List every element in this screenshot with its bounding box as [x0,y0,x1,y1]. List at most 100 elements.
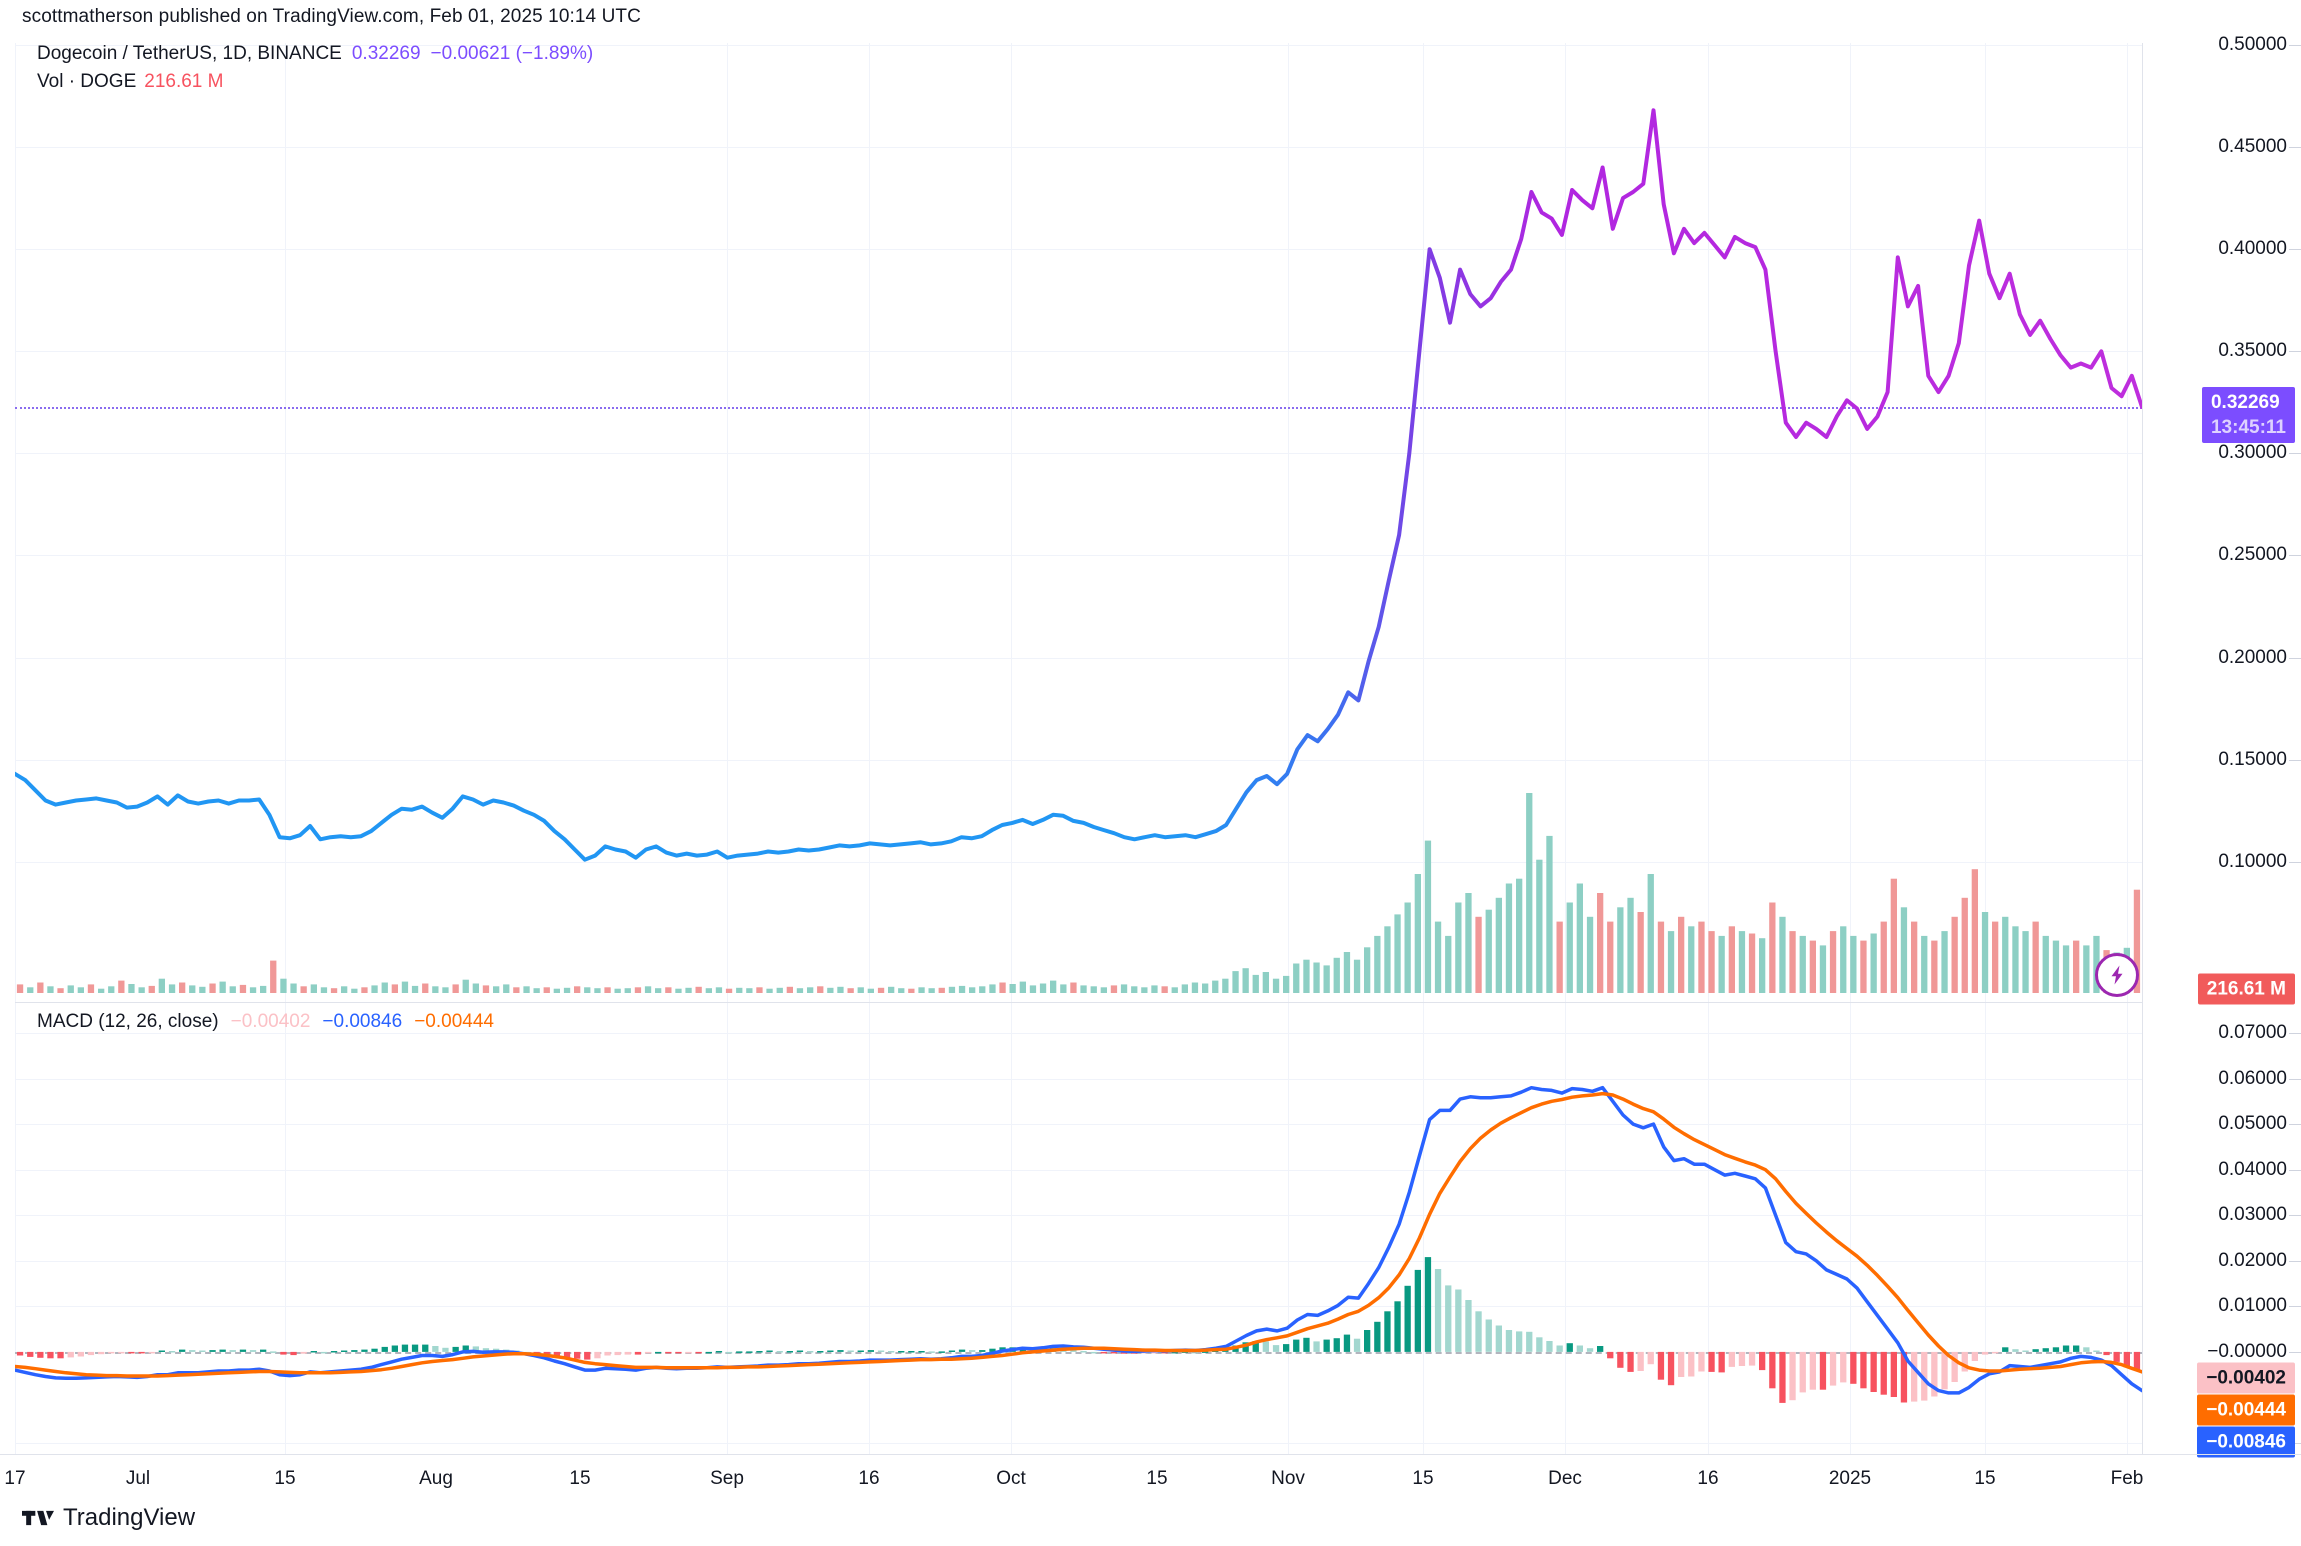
macd-histogram-bar [877,1350,885,1352]
macd-histogram-bar [1647,1351,1654,1365]
volume-bar [1485,909,1492,993]
macd-histogram-bar [1283,1344,1290,1352]
volume-bar [624,988,631,993]
volume-bar [108,986,115,993]
volume-bar [563,987,571,993]
volume-bar [290,983,297,993]
macd-histogram-bar [766,1350,773,1352]
volume-bar [969,987,976,993]
price-gridline-3 [15,351,2142,353]
price-axis-label-8: 0.10000 [2218,850,2287,872]
chart-plot-area[interactable]: Dogecoin / TetherUS, 1D, BINANCE 0.32269−… [15,43,2142,1454]
volume-bar [1546,835,1553,993]
volume-bar [1141,987,1148,993]
macd-histogram-bar [1911,1351,1918,1402]
time-axis-label-7: Oct [996,1468,1026,1489]
volume-bar [1424,840,1432,993]
volume-bar [442,987,449,993]
macd-histogram-bar [1434,1269,1442,1352]
volume-bar [1445,935,1452,993]
macd-histogram-bar [1100,1351,1107,1354]
macd-histogram-bar [1505,1330,1513,1352]
volume-bar [2062,945,2070,993]
volume-bar [1009,984,1016,993]
macd-histogram-bar [2032,1349,2039,1352]
price-badge-value: 0.32269 [2210,392,2280,414]
price-gridline-0 [15,45,2142,46]
chart-series-canvas [15,108,2142,1403]
volume-bar [1698,921,1705,993]
volume-bar [1708,931,1715,993]
volume-bar [665,987,672,993]
macd-histogram-bar [2062,1345,2070,1352]
vertical-gridline-3 [869,43,870,1454]
macd-histogram-bar [1333,1338,1340,1352]
macd-histogram-bar [452,1346,459,1352]
volume-bar [1100,987,1107,993]
macd-histogram-bar [776,1351,783,1353]
time-axis[interactable]: 17 Jul 15 Aug 15 Sep 16 Oct 15 Nov 15 Dec 16 2025 15 Fe… [0,1454,2301,1497]
volume-bar [422,983,429,993]
macd-gridline-5 [15,1260,2142,1262]
macd-histogram-bar [1698,1351,1705,1372]
macd-histogram-bar [179,1349,186,1352]
macd-histogram-bar [341,1350,348,1352]
macd-histogram-bar [1090,1351,1097,1354]
macd-histogram-bar [918,1351,925,1353]
volume-bar [1961,897,1968,993]
price-badge-countdown: 13:45:11 [2210,417,2286,439]
volume-bar [1536,859,1543,993]
macd-histogram-bar [148,1351,155,1354]
macd-histogram-bar [1202,1351,1209,1353]
time-axis-label-0: 17 [4,1468,26,1489]
volume-bar [2002,916,2009,993]
volume-bar [786,986,793,993]
volume-bar [1455,902,1462,993]
tradingview-logo-icon [22,1510,54,1526]
volume-bar [1272,978,1280,993]
macd-histogram-bar [1921,1351,1928,1401]
volume-bar [1890,878,1897,993]
volume-bar [179,982,186,993]
volume-bar [411,985,419,993]
macd-axis-label-2: 0.05000 [2218,1113,2287,1135]
macd-histogram-bar [888,1351,895,1353]
time-axis-label-13: 2025 [1828,1468,1872,1489]
macd-histogram-bar [705,1351,712,1354]
volume-bar [958,985,966,993]
volume-bar [1475,916,1482,993]
macd-histogram-bar [1678,1351,1685,1377]
volume-bar [472,983,479,993]
legend-macd[interactable]: MACD (12, 26, close) −0.00402 −0.00846 −0.0… [37,1009,494,1035]
volume-bar [1921,935,1928,993]
axis-tick [2289,555,2301,557]
volume-bar [1769,902,1776,993]
tradingview-brand[interactable]: TradingView [22,1504,195,1532]
volume-bar [1678,916,1685,993]
legend-main[interactable]: Dogecoin / TetherUS, 1D, BINANCE 0.32269−… [37,41,593,67]
time-axis-label-5: Sep [710,1468,744,1489]
time-axis-label-6: 16 [858,1468,880,1489]
macd-histogram-bar [47,1351,54,1359]
volume-bar [1414,874,1421,993]
macd-histogram-bar [938,1351,945,1353]
volume-bar [168,984,176,993]
macd-histogram-bar [1566,1343,1573,1352]
macd-histogram-bar [857,1350,864,1352]
macd-gridline-0 [15,1033,2142,1034]
price-axis-label-0: 0.50000 [2218,34,2287,55]
legend-volume[interactable]: Vol · DOGE 216.61 M [37,69,223,95]
volume-bar [310,984,317,993]
lightning-bolt-icon[interactable] [2095,953,2139,997]
macd-histogram-bar [1343,1334,1351,1352]
macd-histogram-bar [1191,1351,1199,1354]
volume-bar [1161,986,1168,993]
volume-bar [1029,985,1037,993]
axis-tick [2289,1033,2301,1034]
macd-histogram-bar [310,1351,317,1353]
volume-bar [1860,940,1867,993]
legend-macd-signal: −0.00444 [414,1011,494,1032]
macd-histogram-bar [2123,1351,2130,1368]
price-axis[interactable]: 0.50000 0.45000 0.40000 0.35000 0.30000 0.250… [2142,34,2301,1458]
macd-axis-label-1: 0.06000 [2218,1067,2287,1089]
